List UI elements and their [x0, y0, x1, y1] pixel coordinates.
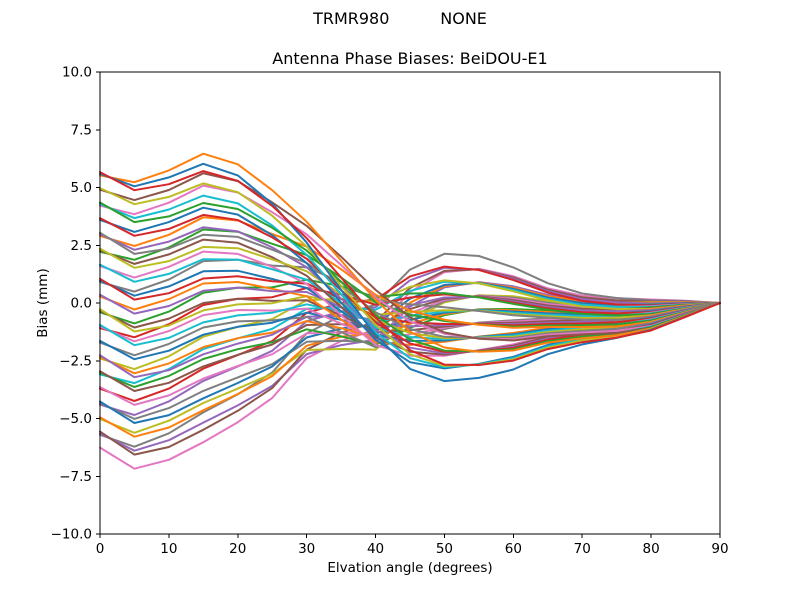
- bias-curve: [99, 279, 721, 371]
- bias-curve: [99, 268, 721, 456]
- y-tick-label: 7.5: [71, 122, 92, 138]
- x-tick-label: 0: [96, 541, 105, 557]
- x-tick-label: 80: [643, 541, 660, 557]
- x-tick-label: 30: [298, 541, 315, 557]
- y-tick-label: 0.0: [71, 296, 92, 312]
- axis-ticks-group: 0 10 20 30 40 50 60 70 80 90 10.0 7.5 5.0 2.5 0.0 −2.5 −…: [51, 65, 729, 558]
- bias-curve: [99, 252, 721, 448]
- y-tick-label: −2.5: [59, 353, 92, 369]
- bias-curve: [99, 172, 721, 342]
- bias-curve: [99, 258, 721, 321]
- bias-curve: [99, 216, 721, 329]
- x-tick-label: 20: [229, 541, 246, 557]
- y-tick-label: 2.5: [71, 238, 92, 254]
- bias-curve: [99, 265, 721, 402]
- y-tick-label: −7.5: [59, 469, 92, 485]
- bias-curve: [99, 266, 721, 416]
- y-tick-label: 5.0: [71, 180, 92, 196]
- x-tick-label: 60: [505, 541, 522, 557]
- bias-curve: [99, 231, 721, 339]
- bias-curve: [99, 184, 721, 341]
- bias-curve: [99, 295, 721, 333]
- bias-curve: [99, 170, 721, 366]
- bias-curve: [99, 228, 721, 328]
- x-tick-label: 90: [711, 541, 728, 557]
- bias-curve: [99, 152, 721, 353]
- y-tick-label: −10.0: [51, 527, 92, 543]
- x-axis-label: Elvation angle (degrees): [327, 560, 493, 576]
- bias-curve: [99, 278, 721, 325]
- figure-suptitle: TRMR980 NONE: [313, 9, 487, 28]
- bias-curve: [99, 280, 721, 385]
- bias-curve: [99, 287, 721, 339]
- y-tick-label: −5.0: [59, 411, 92, 427]
- x-tick-label: 50: [436, 541, 453, 557]
- x-tick-label: 40: [367, 541, 384, 557]
- x-tick-label: 10: [160, 541, 177, 557]
- x-tick-label: 70: [574, 541, 591, 557]
- bias-curves-group: [99, 152, 721, 470]
- y-tick-label: 10.0: [62, 65, 92, 81]
- chart-title: Antenna Phase Biases: BeiDOU-E1: [272, 49, 548, 68]
